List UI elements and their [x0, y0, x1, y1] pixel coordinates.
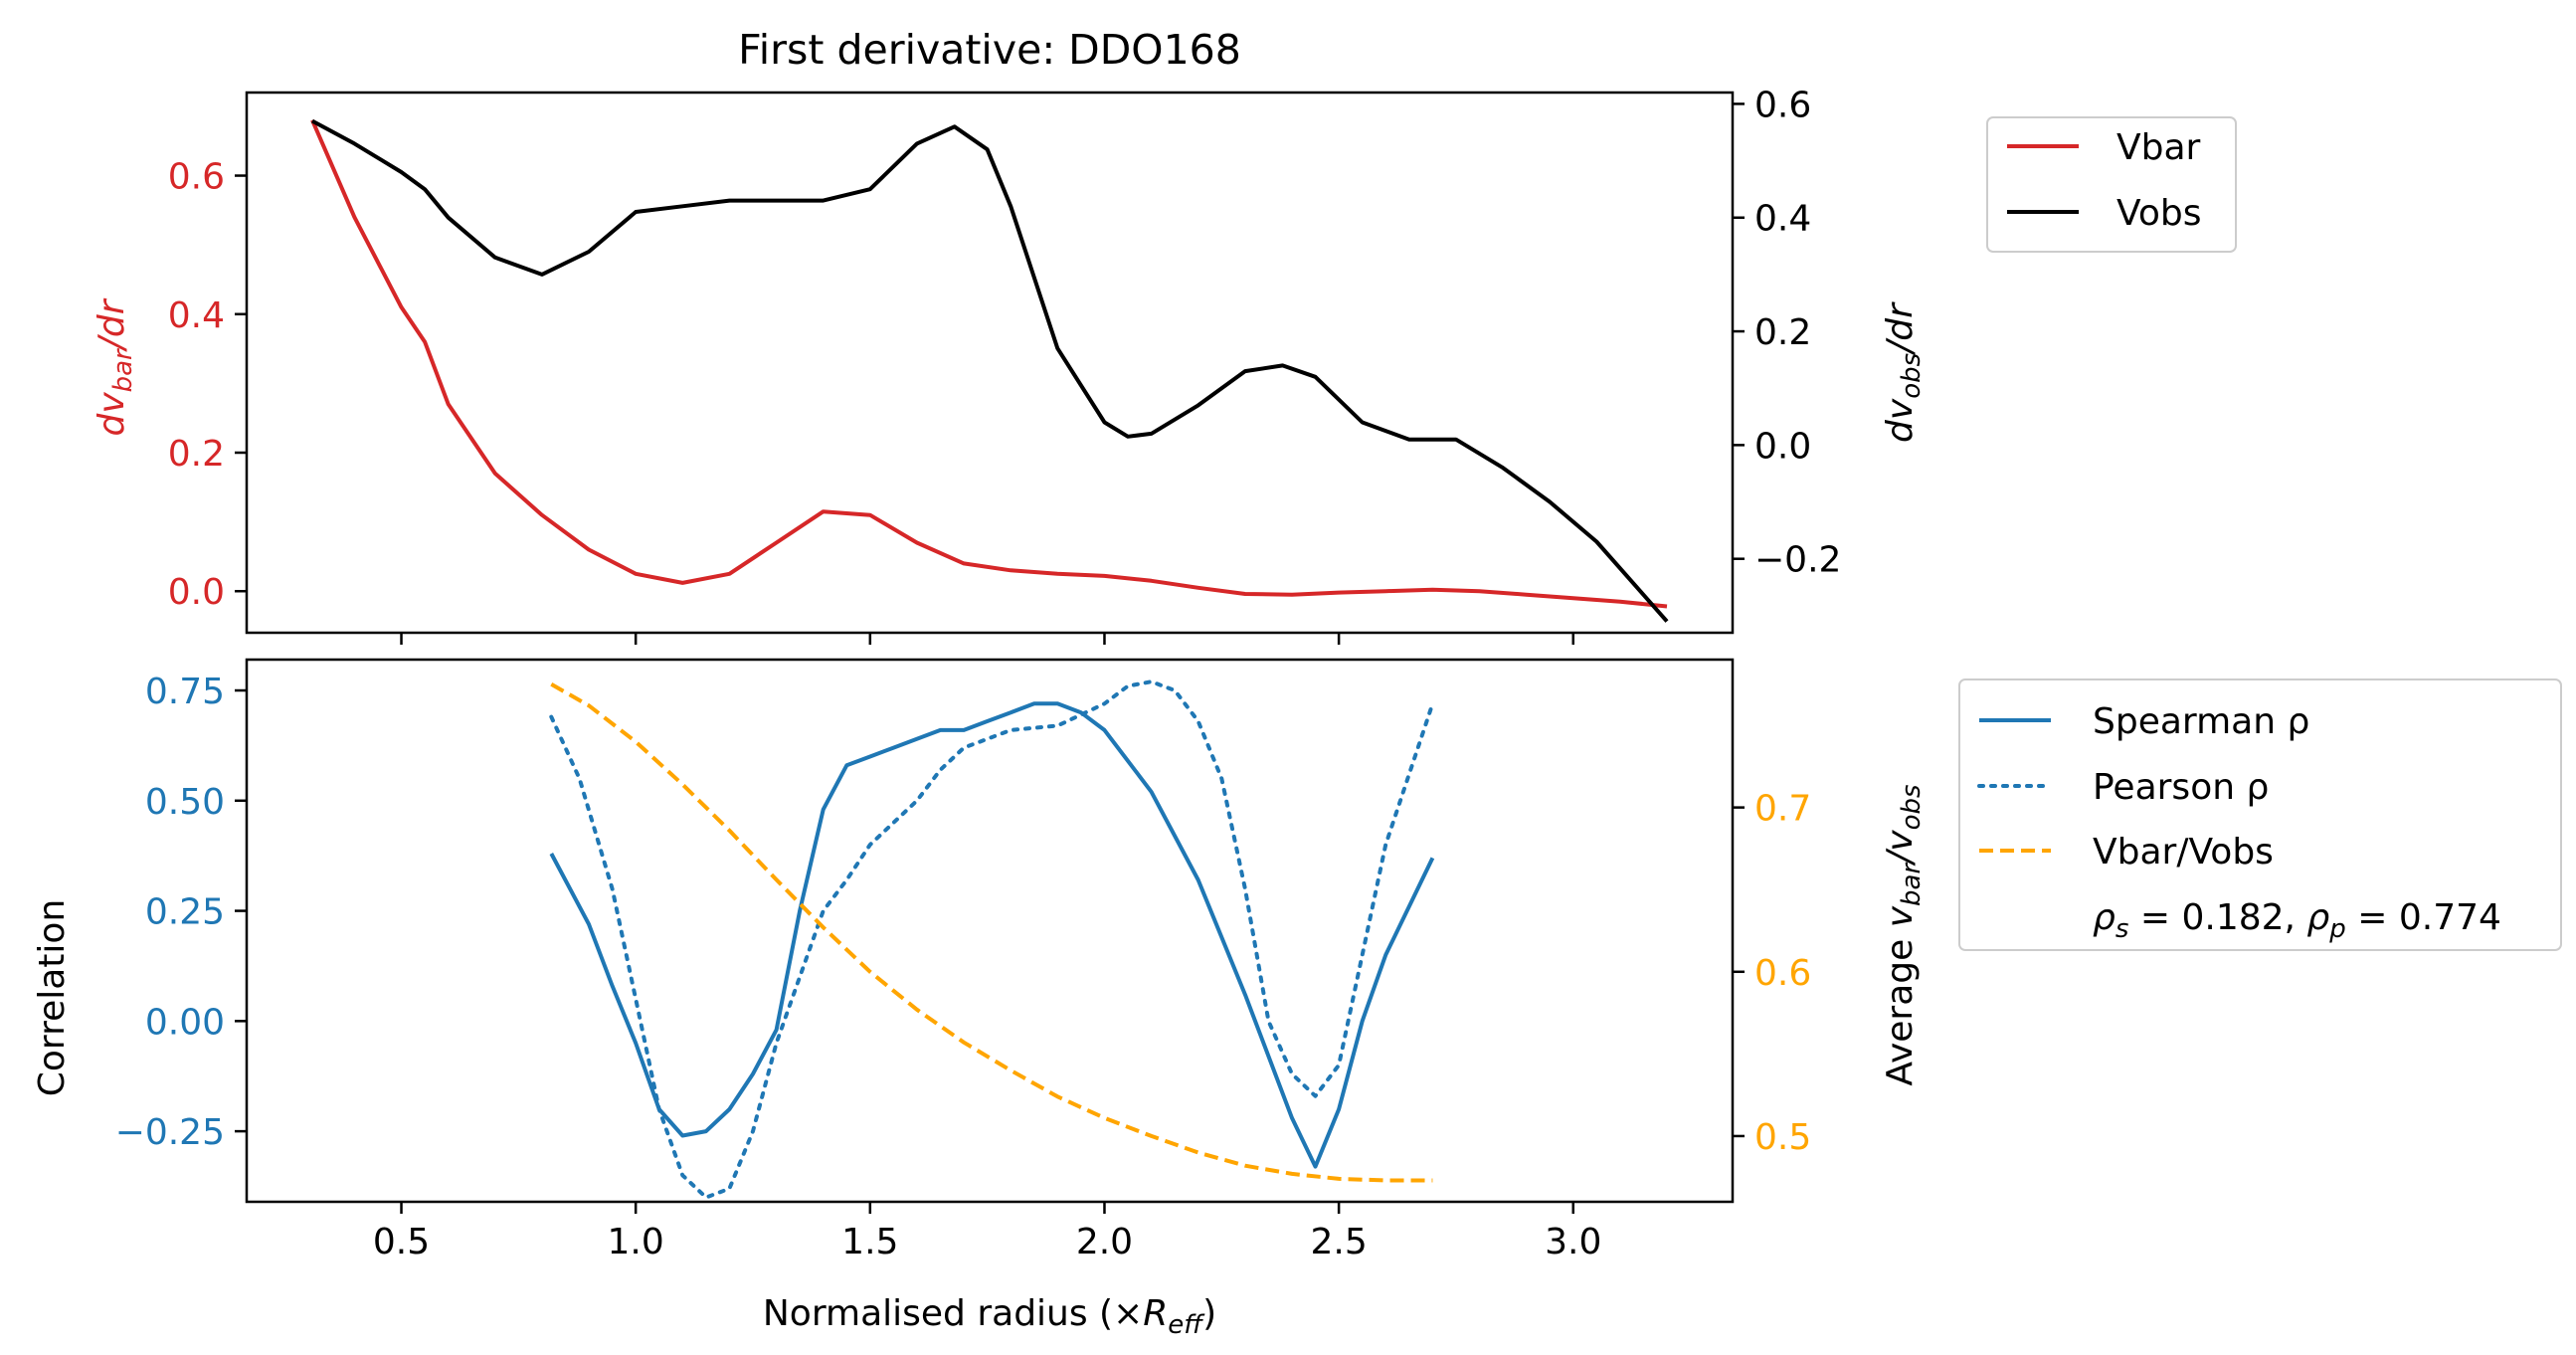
bottom-left-ytick-label: 0.50 — [145, 782, 225, 823]
top-right-ytick-label: 0.0 — [1754, 426, 1811, 467]
top-left-ylabel: dvbar/dr — [92, 297, 138, 436]
bottom-legend-box — [1958, 678, 2562, 951]
top-plot-area: 0.0 0.2 0.4 0.6 −0.2 0.0 0.2 0.4 0.6 — [168, 85, 1841, 645]
legend-vobs-label: Vobs — [2116, 193, 2201, 234]
top-right-ytick-label: 0.2 — [1754, 312, 1811, 353]
x-tick-label: 3.0 — [1545, 1222, 1601, 1262]
x-axis-label: Normalised radius (×Reff) — [763, 1293, 1216, 1340]
top-right-ytick-label: 0.4 — [1754, 199, 1811, 240]
bottom-axes-frame — [245, 658, 1735, 1204]
bottom-left-ytick-label: 0.75 — [145, 672, 225, 712]
x-tick-label: 2.0 — [1076, 1222, 1133, 1262]
legend-pearson-label: Pearson ρ — [2093, 767, 2269, 808]
bottom-left-ytick-label: 0.00 — [145, 1002, 225, 1043]
top-right-ytick-label: 0.6 — [1754, 85, 1811, 125]
bottom-right-ytick-label: 0.5 — [1754, 1117, 1811, 1158]
chart-title: First derivative: DDO168 — [738, 26, 1241, 74]
bottom-legend: Spearman ρ Pearson ρ Vbar/Vobs ρs = 0.18… — [1958, 678, 2562, 951]
bottom-left-ytick-label: −0.25 — [115, 1112, 225, 1153]
rho-s-value: 0.182 — [2181, 897, 2284, 938]
x-tick-label: 0.5 — [373, 1222, 430, 1262]
legend-ratio-label: Vbar/Vobs — [2093, 832, 2274, 872]
bottom-left-ylabel: Correlation — [32, 899, 73, 1097]
x-tick-label: 2.5 — [1310, 1222, 1367, 1262]
x-tick-label: 1.0 — [608, 1222, 664, 1262]
top-axes-frame — [245, 91, 1735, 635]
legend-spearman-label: Spearman ρ — [2093, 701, 2309, 742]
bottom-right-ytick-label: 0.6 — [1754, 953, 1811, 994]
top-left-ytick-label: 0.2 — [168, 434, 225, 475]
top-left-ytick-label: 0.6 — [168, 157, 225, 198]
bottom-series-spearman-line — [549, 701, 1435, 1169]
top-series-vbar-line — [310, 119, 1668, 609]
top-legend-box — [1986, 116, 2237, 253]
rho-p-value: 0.774 — [2399, 897, 2501, 938]
bottom-series-vbar-vobs-line — [550, 682, 1433, 1183]
bottom-plot-area: 0.5 1.0 1.5 2.0 2.5 3.0 −0.25 0.00 0.25 0.50 0.75 0… — [115, 658, 1811, 1262]
bottom-left-ytick-label: 0.25 — [145, 892, 225, 933]
legend-rho-annotation: ρs = 0.182, ρp = 0.774 — [2093, 897, 2501, 944]
top-right-ytick-label: −0.2 — [1754, 540, 1841, 581]
legend-vbar-label: Vbar — [2116, 127, 2201, 168]
top-series-vobs-line — [311, 118, 1669, 623]
top-right-ylabel: dvobs/dr — [1880, 301, 1927, 443]
bottom-right-ylabel: Average vbar/vobs — [1880, 784, 1927, 1085]
top-legend: Vbar Vobs — [1986, 116, 2237, 253]
x-tick-label: 1.5 — [841, 1222, 898, 1262]
top-left-ytick-label: 0.0 — [168, 572, 225, 613]
top-left-ytick-label: 0.4 — [168, 295, 225, 336]
bottom-right-ytick-label: 0.7 — [1754, 789, 1811, 830]
bottom-series-pearson-line — [549, 679, 1435, 1200]
